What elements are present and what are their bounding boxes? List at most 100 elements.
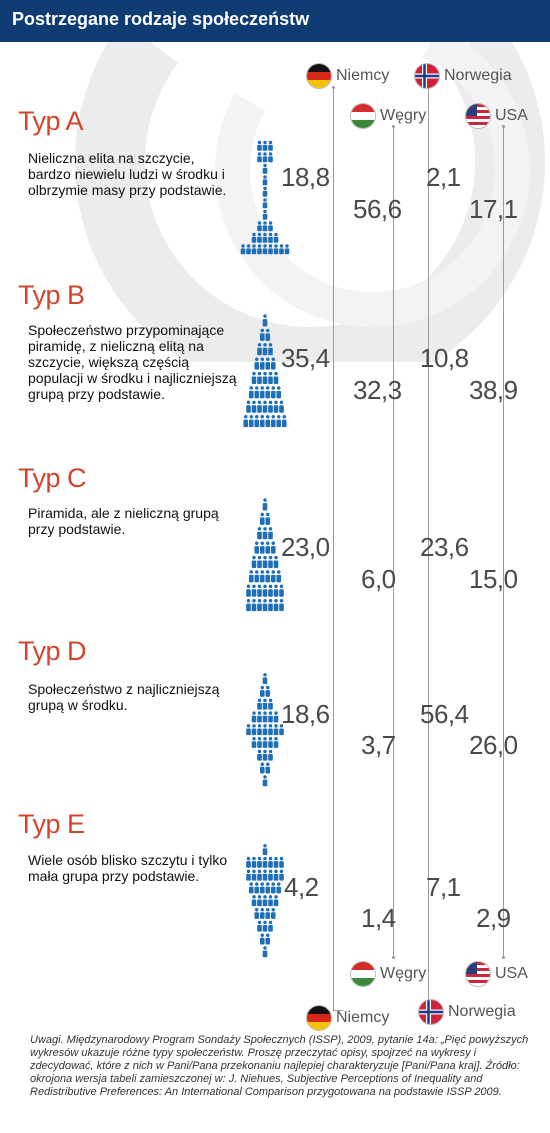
country-label-norwegia-bottom: Norwegia xyxy=(418,999,516,1025)
person-icon xyxy=(262,724,268,736)
footnote: Uwagi. Międzynarodowy Program Sondaży Sp… xyxy=(30,1034,529,1098)
person-icon xyxy=(268,555,273,569)
person-icon xyxy=(257,920,262,932)
value-niemcy: 35,4 xyxy=(281,343,330,373)
pyramid-type-e xyxy=(246,844,284,958)
connector-wegry xyxy=(393,127,394,957)
person-icon xyxy=(254,907,260,919)
country-name: USA xyxy=(495,965,528,982)
country-label-wegry-top: Węgry xyxy=(350,103,426,129)
person-icon xyxy=(268,698,273,710)
value-niemcy: 23,0 xyxy=(281,532,330,562)
connector-usa xyxy=(503,127,504,957)
person-icon xyxy=(268,599,273,612)
country-label-niemcy-bottom: Niemcy xyxy=(306,1005,389,1031)
pyramid-type-a xyxy=(240,140,290,255)
country-label-wegry-bottom: Węgry xyxy=(350,961,426,987)
person-icon xyxy=(279,400,284,413)
person-icon xyxy=(251,584,257,597)
person-icon xyxy=(259,357,265,370)
person-icon xyxy=(268,244,273,255)
person-icon xyxy=(281,415,287,428)
person-icon xyxy=(257,749,262,761)
type-description: Społeczeństwo z najliczniejszą grupą w ś… xyxy=(28,681,220,713)
person-icon xyxy=(276,882,282,894)
person-icon xyxy=(248,570,254,583)
person-icon xyxy=(257,232,262,243)
person-icon xyxy=(273,736,279,748)
person-icon xyxy=(254,541,260,554)
person-icon xyxy=(262,599,268,612)
connector-niemcy xyxy=(333,88,334,1010)
type-label: Typ B xyxy=(18,280,85,310)
person-icon xyxy=(265,762,271,774)
person-icon xyxy=(251,895,257,907)
person-icon xyxy=(270,570,276,583)
person-icon xyxy=(248,415,254,428)
person-icon xyxy=(257,599,262,612)
connector-dot xyxy=(332,86,335,89)
person-icon xyxy=(262,673,268,685)
person-icon xyxy=(279,244,284,255)
person-icon xyxy=(268,736,273,748)
person-icon xyxy=(259,882,265,894)
person-icon xyxy=(259,541,265,554)
person-icon xyxy=(265,328,271,341)
person-icon xyxy=(262,198,268,209)
person-icon xyxy=(259,386,265,399)
person-icon xyxy=(262,232,268,243)
value-niemcy: 18,6 xyxy=(281,699,330,729)
person-icon xyxy=(254,882,260,894)
person-icon xyxy=(257,221,262,232)
germany-flag-icon xyxy=(306,63,332,89)
value-norwegia: 7,1 xyxy=(426,872,461,902)
person-icon xyxy=(284,244,290,255)
person-icon xyxy=(259,570,265,583)
country-name: Norwegia xyxy=(448,1003,516,1020)
person-icon xyxy=(268,711,273,723)
value-usa: 15,0 xyxy=(469,564,518,594)
person-icon xyxy=(273,371,279,385)
person-icon xyxy=(268,724,273,736)
person-icon xyxy=(262,895,268,907)
person-icon xyxy=(251,599,257,612)
value-norwegia: 23,6 xyxy=(420,532,469,562)
country-name: Norwegia xyxy=(444,67,512,84)
person-icon xyxy=(268,869,273,881)
person-icon xyxy=(262,152,268,163)
country-name: Niemcy xyxy=(336,67,390,84)
person-icon xyxy=(257,698,262,710)
person-icon xyxy=(257,527,262,540)
person-icon xyxy=(276,570,282,583)
person-icon xyxy=(262,400,268,413)
person-icon xyxy=(262,698,268,710)
person-icon xyxy=(265,512,271,525)
person-icon xyxy=(268,371,273,385)
person-icon xyxy=(257,343,262,356)
person-icon xyxy=(254,357,260,370)
country-label-usa-top: USA xyxy=(465,103,528,129)
person-icon xyxy=(273,711,279,723)
person-icon xyxy=(262,711,268,723)
value-wegry: 56,6 xyxy=(353,194,402,224)
person-icon xyxy=(251,371,257,385)
type-description: Nieliczna elita na szczycie, bardzo niew… xyxy=(28,150,227,198)
person-icon xyxy=(262,749,268,761)
type-label: Typ E xyxy=(18,809,85,839)
person-icon xyxy=(273,584,279,597)
value-wegry: 32,3 xyxy=(353,375,402,405)
person-icon xyxy=(262,736,268,748)
person-icon xyxy=(259,907,265,919)
person-icon xyxy=(268,343,273,356)
type-description: Piramida, ale z nieliczną grupą przy pod… xyxy=(28,505,219,537)
person-icon xyxy=(265,541,271,554)
hungary-flag-icon xyxy=(350,961,376,987)
person-icon xyxy=(259,685,265,697)
country-label-niemcy-top: Niemcy xyxy=(306,63,389,89)
person-icon xyxy=(268,856,273,868)
pyramid-type-b xyxy=(243,314,287,428)
person-icon xyxy=(279,584,284,597)
person-icon xyxy=(273,244,279,255)
person-icon xyxy=(265,907,271,919)
person-icon xyxy=(246,856,251,868)
